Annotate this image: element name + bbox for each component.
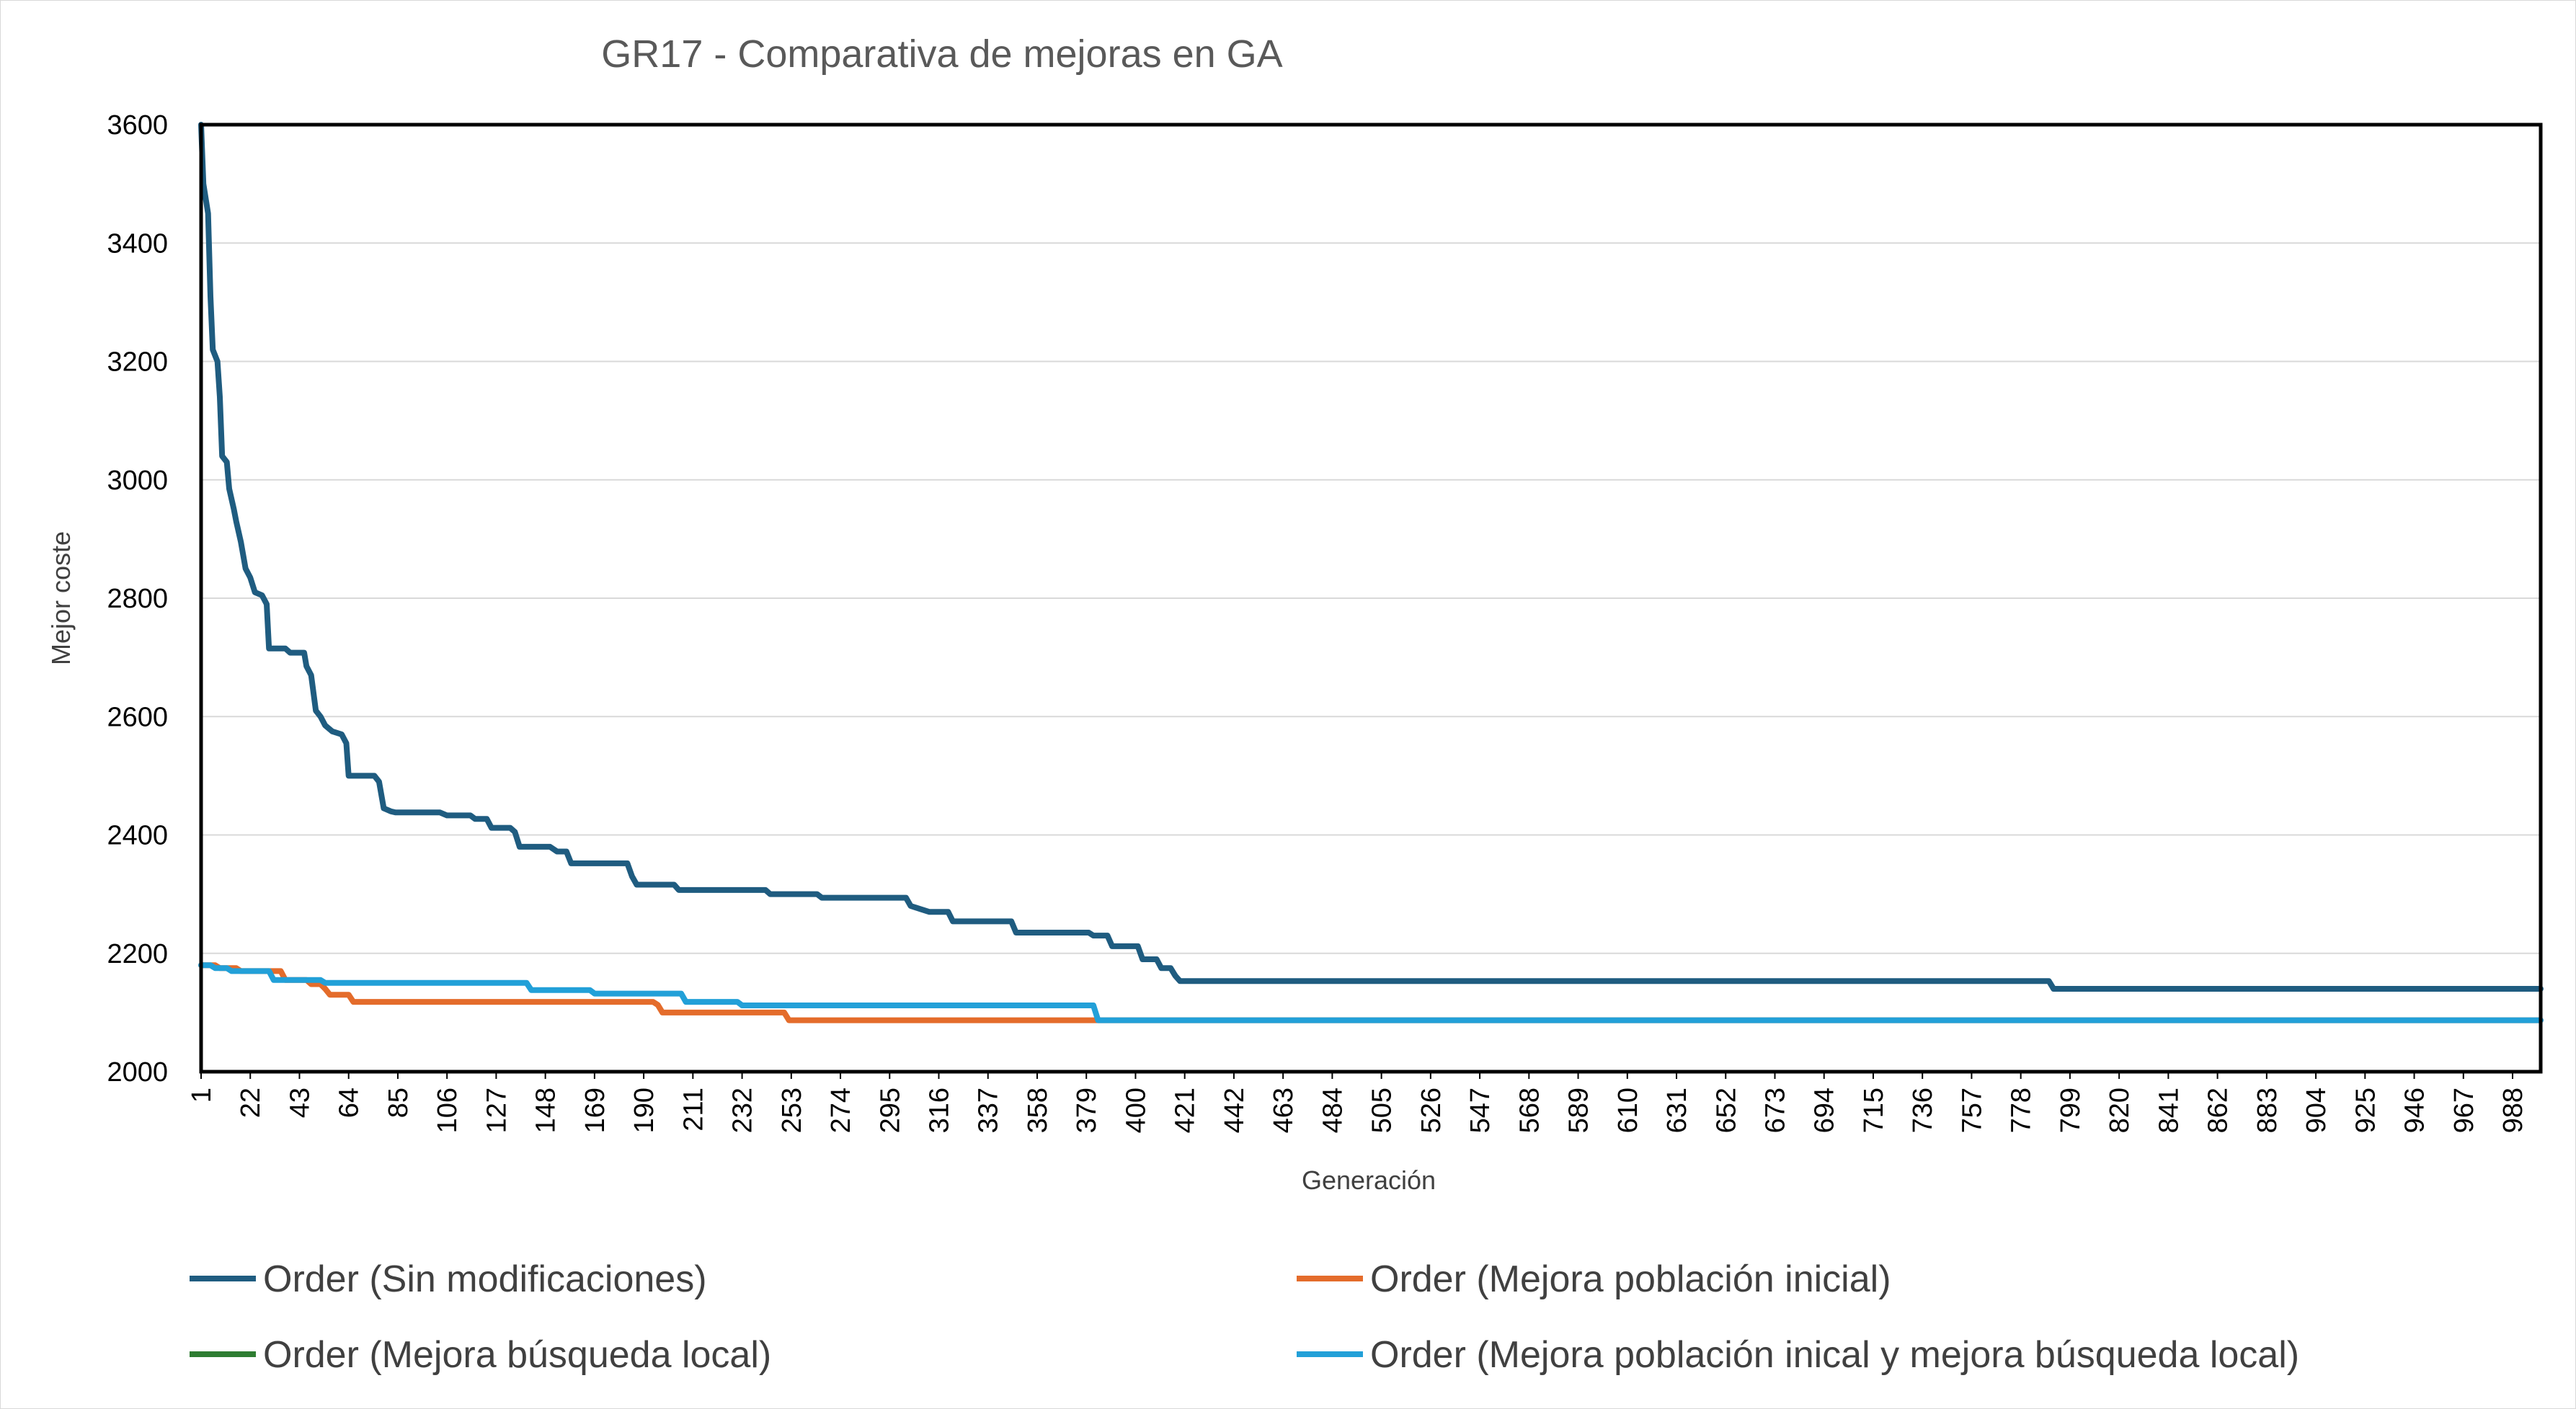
x-tick-label: 106: [432, 1088, 463, 1133]
x-tick-label: 274: [826, 1088, 856, 1133]
x-tick-label: 358: [1023, 1088, 1053, 1133]
x-tick-label: 820: [2105, 1088, 2135, 1133]
x-tick-label: 904: [2301, 1088, 2332, 1133]
x-tick-label: 442: [1220, 1088, 1250, 1133]
x-tick-label: 484: [1318, 1088, 1348, 1133]
x-tick-label: 64: [334, 1088, 365, 1118]
x-tick-label: 946: [2400, 1088, 2430, 1133]
x-tick-label: 379: [1072, 1088, 1102, 1133]
x-tick-label: 568: [1514, 1088, 1545, 1133]
x-tick-label: 652: [1711, 1088, 1741, 1133]
x-tick-label: 190: [629, 1088, 659, 1133]
y-tick-label: 2800: [107, 584, 168, 614]
x-tick-label: 925: [2350, 1088, 2381, 1133]
y-tick-label: 3000: [107, 466, 168, 496]
y-tick-label: 2400: [107, 821, 168, 851]
x-tick-label: 736: [1908, 1088, 1938, 1133]
x-tick-label: 505: [1367, 1088, 1398, 1133]
x-tick-label: 169: [580, 1088, 610, 1133]
y-tick-label: 2000: [107, 1057, 168, 1088]
gridlines: [201, 242, 2541, 954]
x-tick-label: 589: [1564, 1088, 1594, 1133]
x-tick-label: 799: [2056, 1088, 2086, 1133]
series-layer: [198, 122, 2544, 1023]
y-tick-label: 3200: [107, 347, 168, 378]
x-tick-label: 127: [481, 1088, 512, 1133]
plot-area-border: [199, 123, 2543, 1074]
x-tick-label: 673: [1760, 1088, 1790, 1133]
x-tick-label: 43: [285, 1088, 315, 1118]
x-tick-label: 862: [2203, 1088, 2234, 1133]
series-line-4: [198, 962, 2544, 1023]
legend-label-3: Order (Mejora búsqueda local): [263, 1334, 771, 1376]
x-tick-label: 295: [875, 1088, 905, 1133]
legend-label-1: Order (Sin modificaciones): [263, 1258, 707, 1300]
x-tick-label: 1: [187, 1088, 217, 1103]
x-tick-label: 421: [1171, 1088, 1201, 1133]
x-tick-label: 988: [2498, 1088, 2528, 1133]
y-axis-title: Mejor coste: [46, 531, 76, 665]
x-tick-label: 463: [1269, 1088, 1299, 1133]
x-tick-label: 631: [1662, 1088, 1692, 1133]
y-tick-label: 2600: [107, 702, 168, 732]
x-tick-label: 22: [236, 1088, 266, 1118]
legend-label-4: Order (Mejora población inical y mejora …: [1370, 1334, 2299, 1376]
legend: Order (Sin modificaciones) Order (Mejora …: [190, 1258, 2299, 1376]
x-tick-label: 148: [531, 1088, 561, 1133]
x-tick-label: 232: [728, 1088, 758, 1133]
x-tick-label: 337: [974, 1088, 1004, 1133]
x-tick-label: 841: [2154, 1088, 2184, 1133]
y-tick-label: 3400: [107, 228, 168, 259]
chart-title: GR17 - Comparativa de mejoras en GA: [601, 32, 1282, 76]
x-tick-label: 694: [1810, 1088, 1840, 1133]
x-tick-label: 526: [1416, 1088, 1447, 1133]
x-tick-label: 883: [2252, 1088, 2283, 1133]
y-tick-label: 2200: [107, 939, 168, 969]
x-tick-label: 715: [1859, 1088, 1889, 1133]
y-axis-ticks: 2000 2200 2400 2600 2800 3000 3200 3400 3600: [107, 110, 168, 1088]
y-tick-label: 3600: [107, 110, 168, 141]
x-axis-ticks: 1 22 43 64 85 106 127 148 169 190 211 232 253 274 295 3…: [187, 1072, 2528, 1133]
x-tick-label: 316: [925, 1088, 955, 1133]
x-tick-label: 85: [383, 1088, 414, 1118]
x-tick-label: 400: [1121, 1088, 1151, 1133]
x-tick-label: 967: [2449, 1088, 2479, 1133]
x-tick-label: 253: [777, 1088, 807, 1133]
x-axis-title: Generación: [1302, 1165, 1436, 1195]
x-tick-label: 610: [1613, 1088, 1643, 1133]
x-tick-label: 547: [1465, 1088, 1496, 1133]
series-line-1: [198, 122, 2544, 992]
x-tick-label: 778: [2007, 1088, 2037, 1133]
x-tick-label: 757: [1957, 1088, 1987, 1133]
legend-label-2: Order (Mejora población inicial): [1370, 1258, 1891, 1300]
x-tick-label: 211: [678, 1088, 709, 1132]
